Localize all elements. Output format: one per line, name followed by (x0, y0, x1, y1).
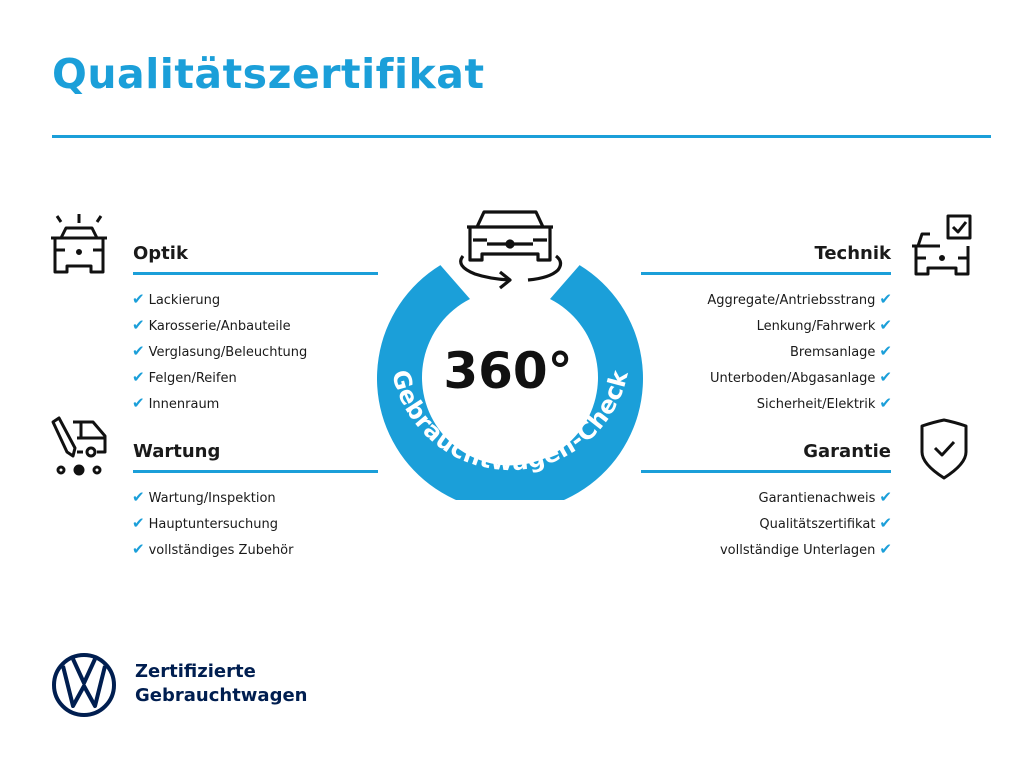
car-checkbox-icon (912, 214, 972, 276)
section-divider-optik (133, 272, 378, 275)
list-item: ✔ Lackierung (132, 290, 221, 308)
check-icon: ✔ (132, 540, 145, 558)
check-icon: ✔ (132, 488, 145, 506)
section-heading-wartung: Wartung (133, 441, 221, 462)
section-heading-technik: Technik (814, 243, 891, 264)
check-icon: ✔ (879, 540, 892, 558)
360-check-badge: Gebrauchtwagen-Check 360° (377, 210, 643, 500)
list-item: Qualitätszertifikat ✔ (759, 514, 892, 532)
check-icon: ✔ (132, 394, 145, 412)
page-title: Qualitätszertifikat (52, 50, 485, 98)
list-item: Bremsanlage ✔ (789, 342, 892, 360)
list-item: ✔ Innenraum (132, 394, 220, 412)
list-item: Sicherheit/Elektrik ✔ (756, 394, 892, 412)
list-optik: ✔ Lackierung ✔ Karosserie/Anbauteile ✔ Verg… (132, 287, 307, 417)
car-lights-icon (51, 214, 107, 274)
section-heading-optik: Optik (133, 243, 188, 264)
section-divider-wartung (133, 470, 378, 473)
check-icon: ✔ (132, 368, 145, 386)
list-item: ✔ vollständiges Zubehör (132, 540, 294, 558)
section-heading-garantie: Garantie (803, 441, 891, 462)
list-technik: Aggregate/Antriebsstrang ✔ Lenkung/Fahrwe… (707, 287, 892, 417)
list-item: ✔ Felgen/Reifen (132, 368, 237, 386)
check-icon: ✔ (879, 342, 892, 360)
check-icon: ✔ (879, 514, 892, 532)
brand-name: Zertifizierte Gebrauchtwagen (135, 661, 308, 706)
check-icon: ✔ (879, 394, 892, 412)
shield-check-icon (920, 418, 968, 480)
list-item: ✔ Verglasung/Beleuchtung (132, 342, 308, 360)
car-service-icon (51, 416, 107, 476)
vw-logo (52, 653, 116, 717)
check-icon: ✔ (132, 290, 145, 308)
list-item: Lenkung/Fahrwerk ✔ (756, 316, 892, 334)
list-wartung: ✔ Wartung/Inspektion ✔ Hauptuntersuchung ✔… (132, 485, 293, 563)
list-item: ✔ Wartung/Inspektion (132, 488, 276, 506)
list-item: ✔ Hauptuntersuchung (132, 514, 278, 532)
list-item: Garantienachweis ✔ (758, 488, 892, 506)
degrees-label: 360° (443, 342, 572, 400)
check-icon: ✔ (132, 514, 145, 532)
section-divider-garantie (641, 470, 891, 473)
check-icon: ✔ (879, 368, 892, 386)
list-item: Unterboden/Abgasanlage ✔ (709, 368, 892, 386)
list-item: ✔ Karosserie/Anbauteile (132, 316, 291, 334)
check-icon: ✔ (879, 316, 892, 334)
check-icon: ✔ (132, 316, 145, 334)
list-item: vollständige Unterlagen ✔ (719, 540, 892, 558)
badge-ring (377, 265, 643, 500)
list-garantie: Garantienachweis ✔ Qualitätszertifikat ✔ v… (720, 485, 892, 563)
check-icon: ✔ (879, 290, 892, 308)
section-divider-technik (641, 272, 891, 275)
list-item: Aggregate/Antriebsstrang ✔ (707, 290, 892, 308)
check-icon: ✔ (132, 342, 145, 360)
title-divider (52, 135, 991, 138)
check-icon: ✔ (879, 488, 892, 506)
car-rotate-icon (459, 210, 563, 290)
